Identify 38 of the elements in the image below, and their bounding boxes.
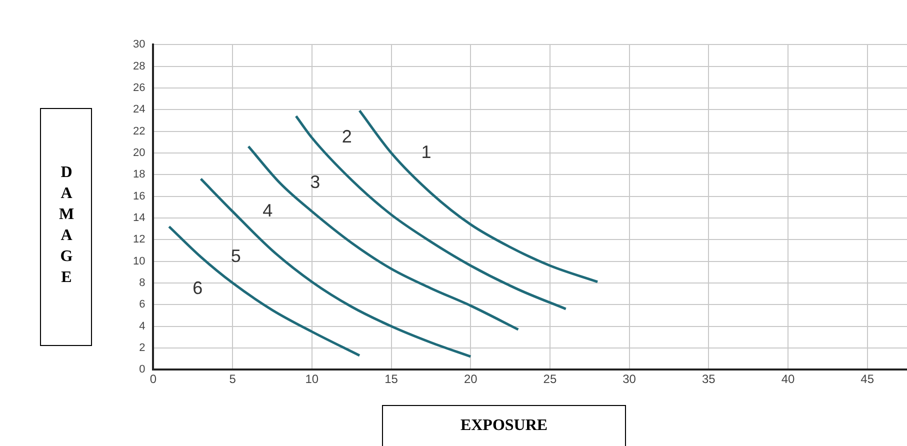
x-tick-label: 45 (860, 372, 874, 386)
y-tick-label: 2 (139, 342, 146, 354)
annotation: 3 (310, 172, 320, 192)
y-tick-label: 14 (132, 212, 146, 224)
y-tick-label: 30 (132, 38, 146, 51)
x-tick-label: 20 (464, 372, 478, 386)
annotation: 5 (230, 246, 241, 266)
x-tick-label: 15 (384, 372, 398, 386)
y-tick-label: 26 (132, 82, 146, 94)
x-tick-label: 30 (622, 372, 636, 386)
y-tick-label: 16 (132, 190, 146, 202)
y-tick-label: 12 (132, 234, 146, 246)
y-tick-label: 20 (132, 146, 146, 159)
line-series (294, 114, 568, 310)
line-series (168, 225, 361, 357)
x-tick-label: 35 (702, 372, 716, 386)
y-tick-label: 10 (132, 255, 146, 268)
y-axis-title: DAMAGE (57, 164, 75, 290)
annotation: 2 (342, 126, 352, 147)
y-tick-label: 22 (132, 125, 146, 138)
x-tick-label: 0 (150, 372, 157, 386)
y-tick-label: 0 (139, 364, 146, 376)
y-tick-label: 24 (132, 104, 146, 116)
y-tick-label: 4 (139, 320, 146, 332)
line-series (247, 145, 520, 331)
y-tick-label: 6 (139, 298, 146, 311)
y-tick-label: 8 (139, 276, 146, 289)
annotation: 1 (421, 142, 432, 162)
y-tick-label: 28 (132, 60, 146, 72)
x-tick-label: 25 (543, 372, 557, 386)
x-axis-title: EXPOSURE (382, 405, 626, 446)
line-series (358, 109, 599, 284)
annotation: 6 (192, 278, 203, 298)
x-tick-label: 5 (229, 372, 236, 386)
annotation: 4 (262, 200, 273, 220)
y-tick-label: 18 (132, 168, 146, 181)
x-tick-label: 10 (305, 372, 319, 386)
x-tick-label: 40 (781, 372, 795, 386)
